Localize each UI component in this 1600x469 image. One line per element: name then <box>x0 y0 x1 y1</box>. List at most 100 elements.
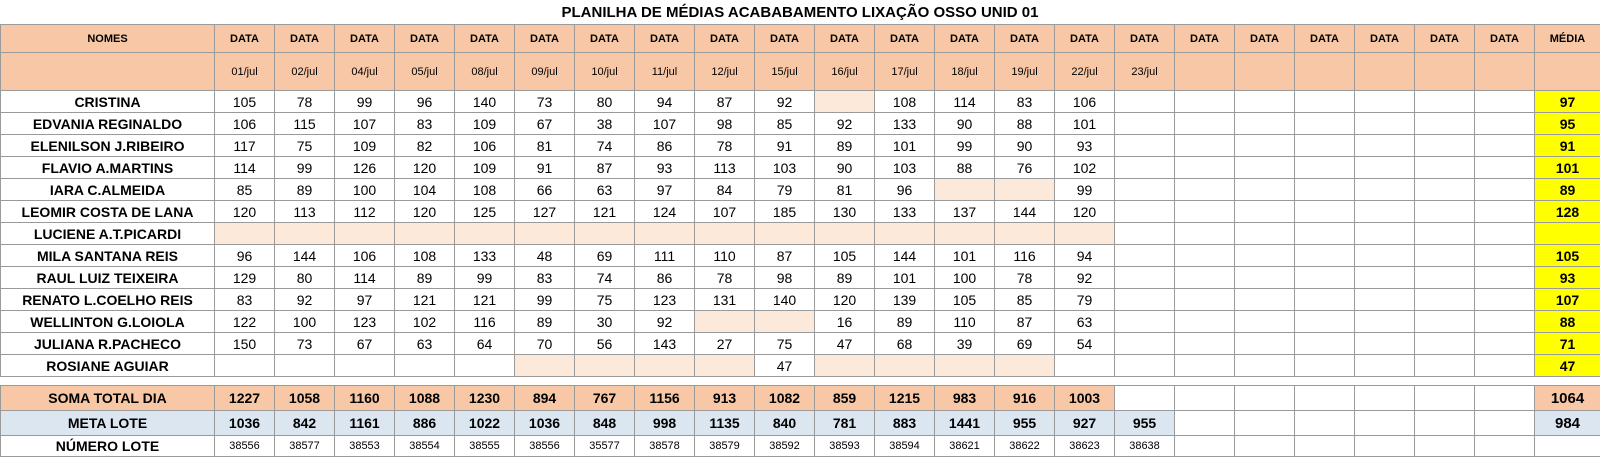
batch-target-cell[interactable] <box>1414 410 1475 436</box>
score-cell[interactable]: 92 <box>1054 266 1115 289</box>
score-cell[interactable]: 89 <box>814 134 875 157</box>
batch-number-cell[interactable] <box>1474 435 1535 457</box>
batch-target-cell[interactable]: 1441 <box>934 410 995 436</box>
score-cell[interactable] <box>1114 244 1175 267</box>
score-cell[interactable]: 85 <box>754 112 815 135</box>
score-cell[interactable] <box>1294 354 1355 377</box>
daily-total-cell[interactable]: 1156 <box>634 385 695 411</box>
header-data-label[interactable]: DATA <box>334 24 395 53</box>
score-cell[interactable]: 70 <box>514 332 575 355</box>
header-date[interactable]: 12/jul <box>694 52 755 91</box>
score-cell[interactable]: 63 <box>394 332 455 355</box>
score-cell[interactable] <box>574 222 635 245</box>
employee-name-cell[interactable]: IARA C.ALMEIDA <box>0 178 215 201</box>
batch-number-cell[interactable]: 38553 <box>334 435 395 457</box>
score-cell[interactable] <box>1354 156 1415 179</box>
score-cell[interactable]: 98 <box>694 112 755 135</box>
score-cell[interactable]: 68 <box>874 332 935 355</box>
score-cell[interactable]: 121 <box>574 200 635 223</box>
score-cell[interactable]: 74 <box>574 134 635 157</box>
average-cell[interactable]: 105 <box>1534 244 1600 267</box>
average-cell[interactable]: 88 <box>1534 310 1600 333</box>
header-date[interactable]: 17/jul <box>874 52 935 91</box>
employee-name-cell[interactable]: LEOMIR COSTA DE LANA <box>0 200 215 223</box>
score-cell[interactable]: 109 <box>334 134 395 157</box>
score-cell[interactable]: 69 <box>994 332 1055 355</box>
score-cell[interactable]: 139 <box>874 288 935 311</box>
score-cell[interactable]: 82 <box>394 134 455 157</box>
score-cell[interactable]: 140 <box>454 90 515 113</box>
score-cell[interactable]: 91 <box>754 134 815 157</box>
score-cell[interactable]: 105 <box>934 288 995 311</box>
daily-total-cell[interactable] <box>1174 385 1235 411</box>
score-cell[interactable]: 75 <box>574 288 635 311</box>
score-cell[interactable]: 73 <box>274 332 335 355</box>
score-cell[interactable] <box>1294 244 1355 267</box>
batch-target-cell[interactable] <box>1474 410 1535 436</box>
score-cell[interactable] <box>1474 266 1535 289</box>
batch-number-cell[interactable] <box>1294 435 1355 457</box>
batch-target-cell[interactable]: 886 <box>394 410 455 436</box>
score-cell[interactable]: 80 <box>274 266 335 289</box>
score-cell[interactable] <box>1414 222 1475 245</box>
score-cell[interactable] <box>1174 244 1235 267</box>
score-cell[interactable] <box>1114 310 1175 333</box>
employee-name-cell[interactable]: WELLINTON G.LOIOLA <box>0 310 215 333</box>
score-cell[interactable] <box>1474 354 1535 377</box>
employee-name-cell[interactable]: RENATO L.COELHO REIS <box>0 288 215 311</box>
score-cell[interactable] <box>814 354 875 377</box>
batch-target-cell[interactable]: 840 <box>754 410 815 436</box>
score-cell[interactable] <box>1114 134 1175 157</box>
header-names[interactable]: NOMES <box>0 24 215 53</box>
score-cell[interactable] <box>274 222 335 245</box>
score-cell[interactable]: 108 <box>454 178 515 201</box>
score-cell[interactable]: 96 <box>394 90 455 113</box>
score-cell[interactable]: 100 <box>934 266 995 289</box>
score-cell[interactable] <box>634 354 695 377</box>
score-cell[interactable]: 133 <box>874 200 935 223</box>
score-cell[interactable] <box>1354 310 1415 333</box>
score-cell[interactable]: 114 <box>934 90 995 113</box>
header-data-label[interactable]: DATA <box>214 24 275 53</box>
score-cell[interactable]: 111 <box>634 244 695 267</box>
score-cell[interactable]: 94 <box>1054 244 1115 267</box>
header-data-label[interactable]: DATA <box>1234 24 1295 53</box>
employee-name-cell[interactable]: RAUL LUIZ TEIXEIRA <box>0 266 215 289</box>
batch-target-cell[interactable]: 1036 <box>214 410 275 436</box>
score-cell[interactable] <box>1354 266 1415 289</box>
score-cell[interactable]: 133 <box>454 244 515 267</box>
average-cell[interactable]: 107 <box>1534 288 1600 311</box>
header-data-label[interactable]: DATA <box>874 24 935 53</box>
daily-total-cell[interactable] <box>1114 385 1175 411</box>
score-cell[interactable] <box>1474 288 1535 311</box>
daily-total-cell[interactable]: 1082 <box>754 385 815 411</box>
score-cell[interactable] <box>454 222 515 245</box>
daily-total-cell[interactable] <box>1234 385 1295 411</box>
score-cell[interactable]: 120 <box>394 200 455 223</box>
score-cell[interactable] <box>994 354 1055 377</box>
score-cell[interactable]: 85 <box>214 178 275 201</box>
score-cell[interactable]: 144 <box>274 244 335 267</box>
daily-total-cell[interactable] <box>1414 385 1475 411</box>
score-cell[interactable]: 106 <box>214 112 275 135</box>
score-cell[interactable] <box>1234 90 1295 113</box>
header-data-label[interactable]: DATA <box>1474 24 1535 53</box>
score-cell[interactable]: 121 <box>454 288 515 311</box>
score-cell[interactable]: 102 <box>1054 156 1115 179</box>
score-cell[interactable] <box>1234 244 1295 267</box>
batch-target-cell[interactable]: 998 <box>634 410 695 436</box>
score-cell[interactable]: 90 <box>994 134 1055 157</box>
batch-number-cell[interactable]: 38638 <box>1114 435 1175 457</box>
batch-target-cell[interactable]: 842 <box>274 410 335 436</box>
score-cell[interactable] <box>1234 266 1295 289</box>
score-cell[interactable]: 116 <box>454 310 515 333</box>
score-cell[interactable]: 109 <box>454 156 515 179</box>
daily-total-cell[interactable]: 916 <box>994 385 1055 411</box>
daily-total-cell[interactable]: 894 <box>514 385 575 411</box>
employee-name-cell[interactable]: LUCIENE A.T.PICARDI <box>0 222 215 245</box>
batch-number-cell[interactable]: 38623 <box>1054 435 1115 457</box>
header-date[interactable]: 05/jul <box>394 52 455 91</box>
daily-total-cell[interactable] <box>1354 385 1415 411</box>
score-cell[interactable]: 96 <box>214 244 275 267</box>
score-cell[interactable]: 88 <box>994 112 1055 135</box>
